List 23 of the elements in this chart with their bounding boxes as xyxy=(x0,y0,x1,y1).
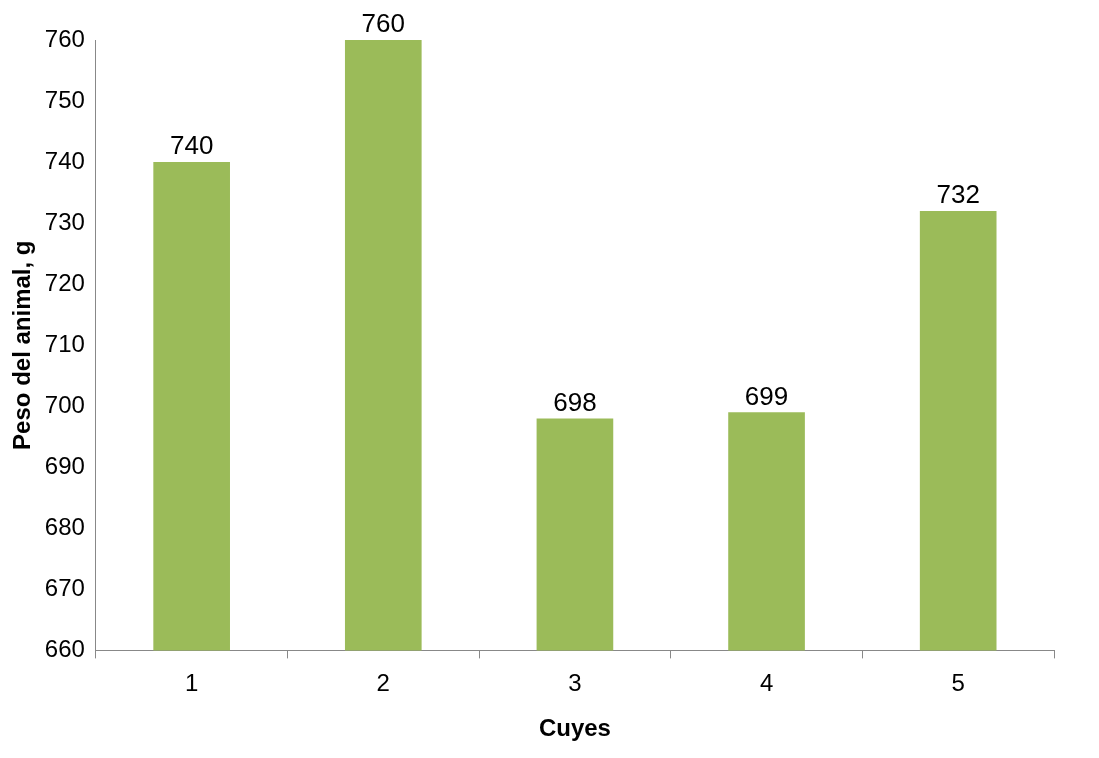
y-tick-label: 690 xyxy=(44,451,85,479)
y-tick-label: 670 xyxy=(44,573,85,601)
y-tick-label: 720 xyxy=(44,268,85,296)
data-label: 699 xyxy=(744,380,789,411)
y-axis-title: Peso del animal, g xyxy=(8,240,36,450)
y-tick-label: 740 xyxy=(44,146,85,174)
data-label: 732 xyxy=(936,179,980,210)
y-tick-label: 760 xyxy=(44,24,85,52)
data-label: 740 xyxy=(169,130,214,161)
x-tick-label: 5 xyxy=(951,669,965,697)
y-tick-label: 750 xyxy=(44,85,85,113)
y-tick-label: 730 xyxy=(44,207,85,235)
x-tick-label: 3 xyxy=(568,669,582,697)
y-tick-label: 680 xyxy=(44,512,85,540)
x-tick-label: 1 xyxy=(184,669,199,697)
data-label: 760 xyxy=(361,8,405,39)
y-tick-label: 700 xyxy=(44,390,85,418)
x-tick-label: 4 xyxy=(759,669,774,697)
x-axis-title: Cuyes xyxy=(538,714,611,742)
y-tick-label: 710 xyxy=(44,329,85,357)
y-tick-label: 660 xyxy=(44,635,85,663)
data-label: 698 xyxy=(553,386,597,417)
x-tick-label: 2 xyxy=(376,669,390,697)
